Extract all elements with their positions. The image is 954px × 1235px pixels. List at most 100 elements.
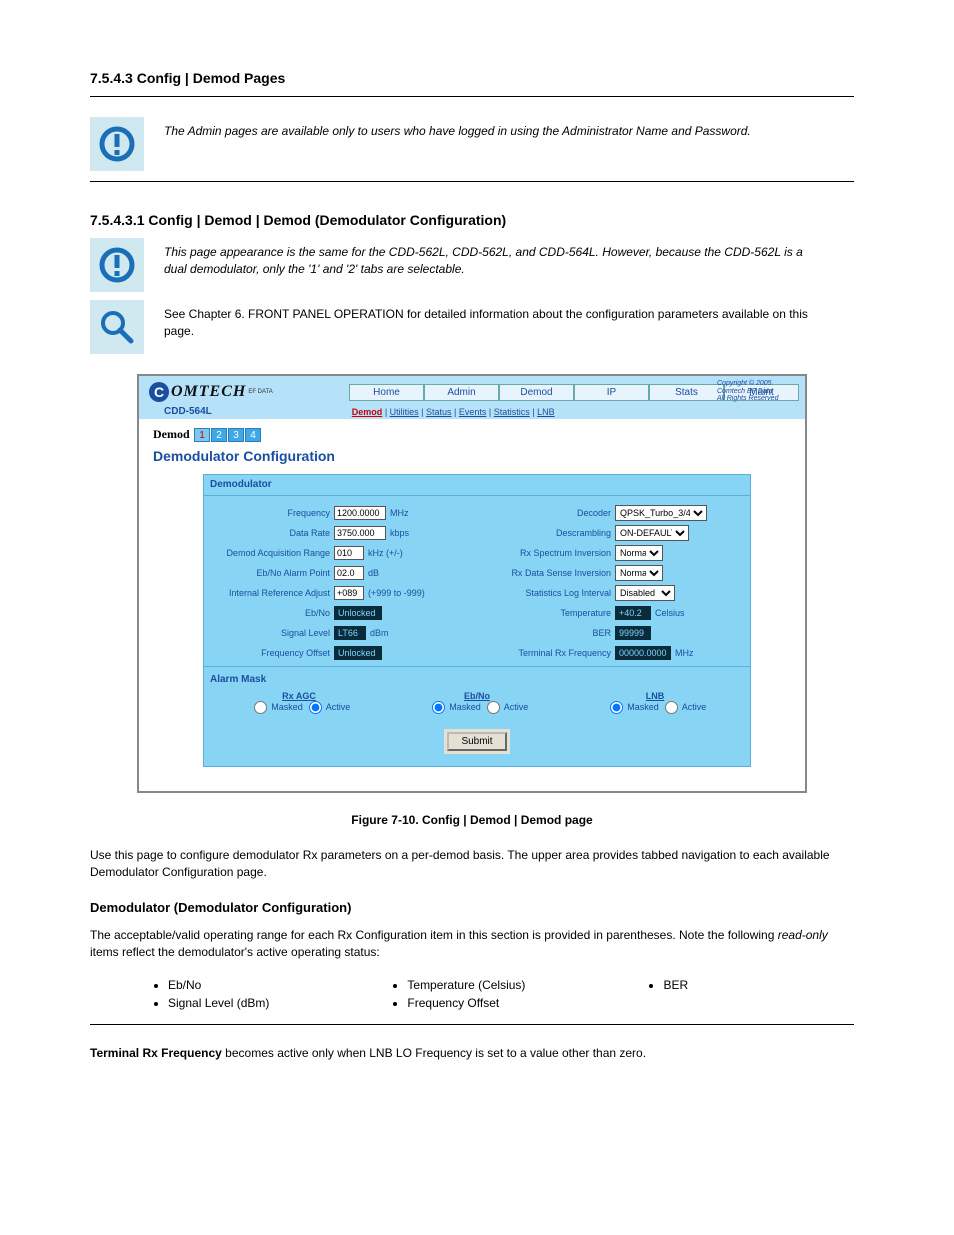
field-label: BER — [477, 628, 615, 638]
field-data-rate[interactable] — [334, 526, 386, 540]
ro-item: BER — [663, 978, 688, 992]
field-label: Statistics Log Interval — [477, 588, 615, 598]
radio-label: Masked — [447, 702, 481, 712]
unit-label: MHz — [671, 648, 694, 658]
demod-tab-2[interactable]: 2 — [211, 428, 227, 442]
alarm-eb-no: Eb/No Masked Active — [426, 691, 529, 714]
field-demod-acquisition-range[interactable] — [334, 546, 364, 560]
unit-label: (+999 to -999) — [364, 588, 425, 598]
unit-label: dBm — [366, 628, 389, 638]
warn-text-1: The Admin pages are available only to us… — [164, 117, 751, 140]
submit-button[interactable]: Submit — [447, 732, 506, 751]
subnav-demod[interactable]: Demod — [352, 407, 383, 417]
lookup-icon — [90, 300, 144, 354]
alarm-radio-active[interactable] — [665, 701, 678, 714]
screenshot-frame: Copyright © 2005Comtech EF DataAll Right… — [137, 374, 807, 793]
field-label: Data Rate — [210, 528, 334, 538]
config-panel: Demodulator Frequency MHz Data Rate kbps Dem… — [203, 474, 751, 767]
field-label: Descrambling — [477, 528, 615, 538]
field-label: Decoder — [477, 508, 615, 518]
logo: C OMTECH EF DATA — [149, 382, 273, 402]
alarm-lnb: LNB Masked Active — [604, 691, 707, 714]
post-para1: Use this page to configure demodulator R… — [90, 847, 854, 882]
demod-tab-1[interactable]: 1 — [194, 428, 210, 442]
field-frequency-offset: Unlocked — [334, 646, 382, 660]
ro-item: Signal Level (dBm) — [168, 996, 269, 1010]
important-icon — [90, 238, 144, 292]
field-temperature: +40.2 — [615, 606, 651, 620]
page-heading: Demodulator Configuration — [153, 448, 791, 464]
post-subhdr: Demodulator (Demodulator Configuration) — [90, 900, 854, 915]
field-rx-spectrum-inversion[interactable]: Normal — [615, 545, 663, 561]
field-internal-reference-adjust[interactable] — [334, 586, 364, 600]
model-label: CDD-564L — [164, 406, 212, 417]
radio-label: Active — [502, 702, 529, 712]
radio-label: Active — [680, 702, 707, 712]
field-label: Eb/No — [210, 608, 334, 618]
alarm-radio-active[interactable] — [309, 701, 322, 714]
field-label: Frequency — [210, 508, 334, 518]
unit-label: kbps — [386, 528, 409, 538]
divider — [90, 1024, 854, 1025]
alarm-radio-masked[interactable] — [610, 701, 623, 714]
alarm-radio-masked[interactable] — [254, 701, 267, 714]
lookup-text: See Chapter 6. FRONT PANEL OPERATION for… — [164, 300, 824, 340]
field-eb-no-alarm-point[interactable] — [334, 566, 364, 580]
field-label: Temperature — [477, 608, 615, 618]
subnav-lnb[interactable]: LNB — [537, 407, 555, 417]
unit-label: MHz — [386, 508, 409, 518]
post-para2: The acceptable/valid operating range for… — [90, 927, 854, 962]
field-signal-level: LT66 — [334, 626, 366, 640]
radio-label: Masked — [625, 702, 659, 712]
important-icon — [90, 117, 144, 171]
nav-btn-admin[interactable]: Admin — [424, 384, 499, 401]
field-rx-data-sense-inversion[interactable]: Normal — [615, 565, 663, 581]
section-title-1: 7.5.4.3 Config | Demod Pages — [90, 70, 854, 86]
field-frequency[interactable] — [334, 506, 386, 520]
alarm-rx-agc: Rx AGC Masked Active — [248, 691, 351, 714]
subnav-events[interactable]: Events — [459, 407, 487, 417]
unit-label: kHz (+/-) — [364, 548, 403, 558]
field-label: Eb/No Alarm Point — [210, 568, 334, 578]
field-statistics-log-interval[interactable]: Disabled — [615, 585, 675, 601]
nav-btn-stats[interactable]: Stats — [649, 384, 724, 401]
nav-btn-home[interactable]: Home — [349, 384, 424, 401]
field-decoder[interactable]: QPSK_Turbo_3/4 — [615, 505, 707, 521]
field-eb-no: Unlocked — [334, 606, 382, 620]
field-label: Internal Reference Adjust — [210, 588, 334, 598]
figure-caption: Figure 7-10. Config | Demod | Demod page — [90, 813, 854, 827]
field-label: Demod Acquisition Range — [210, 548, 334, 558]
field-label: Rx Data Sense Inversion — [477, 568, 615, 578]
radio-label: Active — [324, 702, 351, 712]
field-label: Signal Level — [210, 628, 334, 638]
field-descrambling[interactable]: ON-DEFAULT — [615, 525, 689, 541]
divider — [90, 181, 854, 182]
demod-tab-3[interactable]: 3 — [228, 428, 244, 442]
alarm-radio-masked[interactable] — [432, 701, 445, 714]
copyright: Copyright © 2005Comtech EF DataAll Right… — [717, 380, 797, 403]
demod-tab-4[interactable]: 4 — [245, 428, 261, 442]
nav-btn-ip[interactable]: IP — [574, 384, 649, 401]
panel-title-demod: Demodulator — [204, 475, 750, 492]
nav-btn-demod[interactable]: Demod — [499, 384, 574, 401]
panel-title-alarm: Alarm Mask — [204, 670, 750, 687]
subnav: Demod | Utilities | Status | Events | St… — [352, 407, 555, 417]
unit-label: Celsius — [651, 608, 685, 618]
demod-tabs-label: Demod — [153, 427, 190, 441]
warn-text-2: This page appearance is the same for the… — [164, 238, 824, 278]
field-label: Rx Spectrum Inversion — [477, 548, 615, 558]
ro-item: Temperature (Celsius) — [407, 978, 525, 992]
alarm-radio-active[interactable] — [487, 701, 500, 714]
radio-label: Masked — [269, 702, 303, 712]
field-label: Terminal Rx Frequency — [477, 648, 615, 658]
subnav-statistics[interactable]: Statistics — [494, 407, 530, 417]
subnav-status[interactable]: Status — [426, 407, 452, 417]
unit-label: dB — [364, 568, 379, 578]
field-label: Frequency Offset — [210, 648, 334, 658]
ro-item: Eb/No — [168, 978, 269, 992]
section-title-2: 7.5.4.3.1 Config | Demod | Demod (Demodu… — [90, 212, 854, 228]
field-terminal-rx-frequency: 00000.0000 — [615, 646, 671, 660]
subnav-utilities[interactable]: Utilities — [390, 407, 419, 417]
footnote: Terminal Rx Frequency becomes active onl… — [90, 1045, 854, 1062]
divider — [90, 96, 854, 97]
